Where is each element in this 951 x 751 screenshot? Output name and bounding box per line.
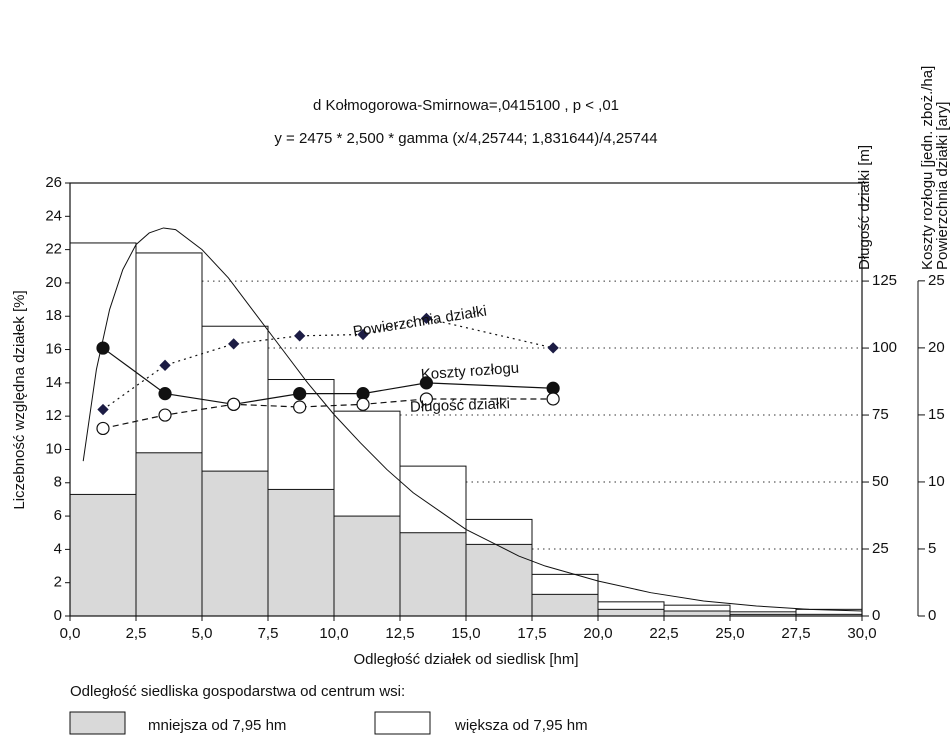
- bar: [399, 532, 467, 617]
- y-tick-label: 6: [54, 507, 62, 524]
- x-tick-label: 20,0: [583, 625, 612, 642]
- marker: [356, 397, 370, 411]
- bar: [69, 493, 137, 617]
- chart-subtitle: y = 2475 * 2,500 * gamma (x/4,25744; 1,8…: [274, 130, 657, 147]
- bar: [531, 593, 599, 617]
- y-tick-label: 24: [45, 207, 62, 224]
- bar: [663, 610, 731, 617]
- x-tick-label: 27,5: [781, 625, 810, 642]
- y2-tick-label: 50: [872, 473, 889, 490]
- marker: [158, 387, 172, 401]
- marker: [293, 387, 307, 401]
- x-tick-label: 25,0: [715, 625, 744, 642]
- y-tick-label: 26: [45, 174, 62, 191]
- y2-tick-label: 100: [872, 339, 897, 356]
- y-tick-label: 20: [45, 274, 62, 291]
- legend-swatch: [374, 711, 431, 735]
- marker: [294, 330, 306, 342]
- bar: [201, 470, 269, 617]
- x-tick-label: 5,0: [192, 625, 213, 642]
- y-tick-label: 14: [45, 374, 62, 391]
- series-label: Długość działki: [410, 395, 511, 415]
- marker: [419, 392, 433, 406]
- fit-curve: [82, 227, 863, 612]
- y-tick-label: 16: [45, 341, 62, 358]
- marker: [159, 359, 171, 371]
- chart-title: d Kołmogorowa-Smirnowa=,0415100 , p < ,0…: [313, 97, 619, 114]
- legend-label: większa od 7,95 hm: [454, 717, 588, 734]
- bar: [333, 515, 401, 617]
- x-tick-label: 2,5: [126, 625, 147, 642]
- marker: [227, 397, 241, 411]
- x-tick-label: 22,5: [649, 625, 678, 642]
- y-tick-label: 8: [54, 474, 62, 491]
- legend-swatch: [69, 711, 126, 735]
- marker: [419, 376, 433, 390]
- y-tick-label: 22: [45, 241, 62, 258]
- y2-tick-label: 125: [872, 272, 897, 289]
- marker: [357, 328, 369, 341]
- bar: [267, 488, 335, 617]
- y3-tick-label: 15: [928, 406, 945, 423]
- marker: [420, 312, 433, 325]
- y3-tick-label: 0: [928, 607, 936, 624]
- marker: [546, 392, 560, 406]
- y3-tick-label: 25: [928, 272, 945, 289]
- series-label: Koszty rozłogu: [420, 360, 519, 384]
- bar: [135, 452, 203, 617]
- marker: [158, 408, 172, 422]
- legend-title: Odległość siedliska gospodarstwa od cent…: [70, 683, 405, 700]
- marker: [228, 338, 240, 350]
- y-tick-label: 10: [45, 440, 62, 457]
- y2-tick-label: 0: [872, 607, 880, 624]
- y3-axis-title: Powierzchnia działki [ary]: [934, 102, 951, 270]
- x-tick-label: 30,0: [847, 625, 876, 642]
- marker: [96, 421, 110, 436]
- x-tick-label: 17,5: [517, 625, 546, 642]
- y-tick-label: 18: [45, 307, 62, 324]
- y-tick-label: 4: [54, 540, 62, 557]
- y2-axis-title: Długość działki [m]: [856, 145, 873, 270]
- y2-axis-title: Koszty rozłogu [jedn. zboż./ha]: [919, 66, 936, 270]
- x-tick-label: 0,0: [60, 625, 81, 642]
- x-axis-title: Odległość działek od siedlisk [hm]: [353, 651, 578, 668]
- x-tick-label: 15,0: [451, 625, 480, 642]
- bar: [465, 543, 533, 617]
- x-tick-label: 7,5: [258, 625, 279, 642]
- series-label: Powierzchnia działki: [352, 303, 488, 341]
- marker: [96, 341, 110, 355]
- y-tick-label: 12: [45, 407, 62, 424]
- y2-tick-label: 25: [872, 540, 889, 557]
- y-tick-label: 2: [54, 574, 62, 591]
- y3-tick-label: 10: [928, 473, 945, 490]
- y-tick-label: 0: [54, 607, 62, 624]
- marker: [547, 342, 559, 354]
- y-axis-title: Liczebność względna działek [%]: [11, 290, 28, 509]
- legend-label: mniejsza od 7,95 hm: [148, 717, 286, 734]
- marker: [293, 400, 307, 414]
- x-tick-label: 10,0: [319, 625, 348, 642]
- y3-tick-label: 20: [928, 339, 945, 356]
- y2-tick-label: 75: [872, 406, 889, 423]
- x-tick-label: 12,5: [385, 625, 414, 642]
- bar: [597, 608, 665, 617]
- y3-tick-label: 5: [928, 540, 936, 557]
